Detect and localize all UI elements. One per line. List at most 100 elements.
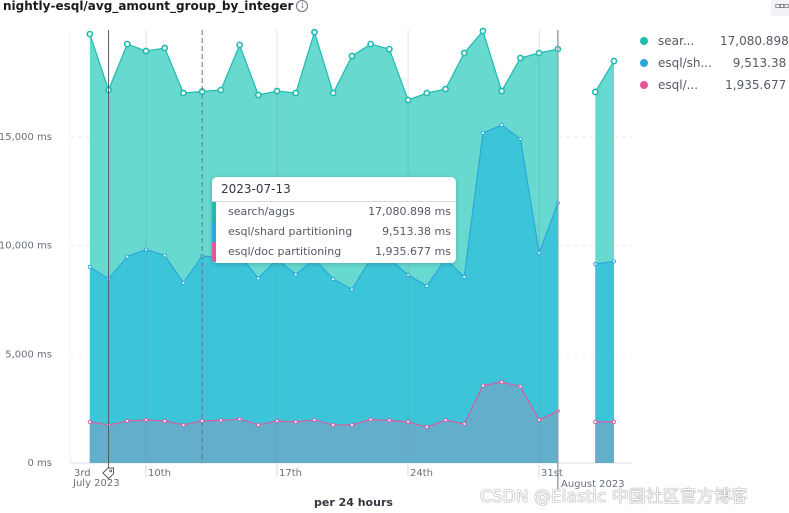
tooltip-value: 9,513.38 ms	[382, 225, 451, 238]
data-point[interactable]	[143, 247, 149, 252]
y-tick-label: 0 ms	[28, 458, 53, 469]
data-point[interactable]	[611, 259, 617, 264]
legend-item-search-aggs[interactable]: sear... 17,080.898 ms	[640, 30, 789, 52]
data-point[interactable]	[348, 52, 356, 60]
tooltip-label: search/aggs	[228, 205, 295, 218]
legend-item-doc-partitioning[interactable]: esql/... 1,935.677 ms	[640, 74, 789, 96]
series-area	[595, 421, 614, 463]
legend-item-shard-partitioning[interactable]: esql/sh... 9,513.38 ms	[640, 52, 789, 74]
data-point[interactable]	[331, 422, 336, 428]
data-point[interactable]	[480, 130, 486, 136]
data-point[interactable]	[499, 122, 504, 128]
data-point[interactable]	[518, 136, 523, 142]
data-point[interactable]	[181, 422, 186, 428]
data-point[interactable]	[442, 85, 449, 93]
data-point[interactable]	[405, 419, 411, 424]
data-point[interactable]	[537, 417, 542, 423]
y-tick-label: 10,000 ms	[0, 241, 52, 252]
data-point[interactable]	[349, 287, 355, 292]
data-point[interactable]	[367, 40, 375, 48]
tooltip-date: 2023-07-13	[212, 177, 456, 202]
x-month-label: August 2023	[561, 479, 625, 490]
data-point[interactable]	[329, 89, 337, 97]
data-point[interactable]	[479, 27, 487, 35]
data-point[interactable]	[423, 89, 431, 97]
info-icon[interactable]: i	[296, 0, 309, 12]
data-point[interactable]	[462, 421, 467, 426]
legend-color-dot	[640, 81, 648, 89]
data-point[interactable]	[498, 87, 506, 95]
data-point[interactable]	[405, 272, 411, 278]
data-point[interactable]	[368, 417, 373, 422]
data-point[interactable]	[256, 422, 261, 428]
tooltip-value: 1,935.677 ms	[375, 245, 451, 258]
data-point[interactable]	[180, 89, 187, 97]
data-point[interactable]	[161, 44, 169, 52]
data-point[interactable]	[87, 419, 92, 424]
data-point[interactable]	[331, 276, 336, 282]
data-point[interactable]	[123, 40, 131, 48]
data-point[interactable]	[593, 419, 598, 424]
data-point[interactable]	[591, 88, 599, 96]
data-point[interactable]	[293, 272, 298, 277]
data-point[interactable]	[312, 417, 317, 423]
data-point[interactable]	[480, 383, 486, 388]
data-point[interactable]	[273, 87, 281, 95]
panel-options-button[interactable]: ▫▫▫	[771, 0, 789, 16]
x-axis-title: per 24 hours	[314, 496, 393, 509]
data-point[interactable]	[143, 417, 149, 423]
series-line	[89, 381, 559, 428]
data-point[interactable]	[443, 418, 448, 423]
series-line	[89, 29, 558, 101]
data-point[interactable]	[293, 419, 298, 424]
data-point[interactable]	[142, 47, 150, 55]
tooltip-color-bar	[212, 202, 216, 222]
series-line	[594, 60, 615, 93]
data-point[interactable]	[274, 418, 280, 424]
tag-icon[interactable]	[102, 465, 116, 480]
data-point[interactable]	[611, 419, 617, 424]
data-point[interactable]	[387, 418, 392, 423]
data-point[interactable]	[424, 424, 429, 429]
x-tick-label: 31st	[541, 468, 563, 479]
data-point[interactable]	[87, 264, 92, 270]
tooltip-label: esql/doc partitioning	[228, 245, 342, 258]
data-point[interactable]	[125, 418, 130, 424]
data-point[interactable]	[162, 253, 167, 258]
legend-label: esql/...	[658, 78, 699, 92]
panel-title-text: nightly-esql/avg_amount_group_by_integer	[3, 0, 294, 13]
x-tick-label: 17th	[279, 468, 302, 479]
data-point[interactable]	[292, 89, 300, 97]
tooltip-row-shard-partitioning: esql/shard partitioning 9,513.38 ms	[212, 222, 456, 242]
data-point[interactable]	[256, 276, 261, 281]
y-tick-label: 5,000 ms	[5, 349, 52, 360]
data-point[interactable]	[460, 49, 468, 57]
legend-value: 9,513.38 ms	[732, 56, 789, 70]
data-point[interactable]	[349, 422, 355, 428]
data-point[interactable]	[162, 418, 167, 424]
data-point[interactable]	[86, 30, 94, 38]
data-point[interactable]	[217, 86, 225, 94]
data-point[interactable]	[462, 274, 467, 279]
data-point[interactable]	[537, 250, 542, 255]
data-point[interactable]	[254, 91, 262, 99]
data-point[interactable]	[385, 45, 393, 53]
data-point[interactable]	[311, 28, 318, 36]
series-esql-doc-partitioning[interactable]	[87, 379, 617, 463]
data-point[interactable]	[517, 54, 524, 62]
data-point[interactable]	[404, 96, 412, 104]
data-point[interactable]	[610, 57, 618, 65]
data-point[interactable]	[499, 379, 504, 385]
data-point[interactable]	[181, 280, 186, 286]
data-point[interactable]	[424, 283, 429, 289]
data-point[interactable]	[125, 254, 130, 259]
watermark: CSDN @Elastic 中国社区官方博客	[480, 487, 748, 507]
data-point[interactable]	[593, 261, 598, 267]
data-point[interactable]	[236, 41, 243, 49]
y-tick-label: 15,000 ms	[0, 132, 52, 143]
data-point[interactable]	[518, 384, 523, 389]
data-point[interactable]	[218, 418, 223, 423]
data-point[interactable]	[237, 416, 242, 422]
tooltip-color-bar	[212, 242, 216, 262]
data-point[interactable]	[535, 49, 543, 57]
